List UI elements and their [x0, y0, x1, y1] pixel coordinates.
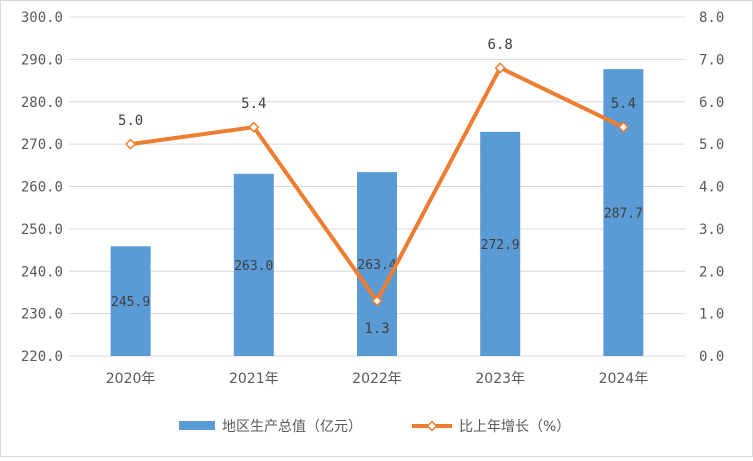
y-right-tick-label: 0.0 — [699, 349, 724, 365]
bar-data-label: 287.7 — [604, 207, 643, 222]
bar — [603, 69, 644, 356]
line-point — [494, 62, 506, 74]
y-left-tick-label: 260.0 — [21, 180, 63, 196]
line-point — [371, 295, 383, 307]
bar-data-label: 245.9 — [111, 295, 150, 310]
y-right-tick-label: 8.0 — [699, 10, 724, 26]
y-right-tick-label: 5.0 — [699, 137, 724, 153]
y-left-tick-label: 240.0 — [21, 264, 63, 280]
x-tick-label: 2022年 — [352, 371, 402, 387]
x-tick-label: 2024年 — [599, 371, 649, 387]
y-right-tick-label: 1.0 — [699, 307, 724, 323]
bar-data-label: 263.4 — [357, 258, 396, 273]
line-data-label: 1.3 — [364, 321, 389, 337]
line-data-label: 6.8 — [488, 37, 513, 53]
legend-bar-swatch — [179, 421, 215, 430]
line-point — [125, 138, 137, 150]
x-tick-label: 2023年 — [475, 371, 525, 387]
y-right-tick-label: 2.0 — [699, 264, 724, 280]
legend-line-label: 比上年增长（%） — [459, 419, 570, 435]
bar — [357, 172, 397, 356]
y-left-tick-label: 270.0 — [21, 137, 63, 153]
line-data-label: 5.4 — [241, 96, 266, 112]
y-left-tick-label: 250.0 — [21, 222, 63, 238]
y-left-tick-label: 280.0 — [21, 95, 63, 111]
y-right-tick-label: 3.0 — [699, 222, 724, 238]
bar — [480, 131, 521, 356]
legend-line-marker — [426, 420, 438, 432]
x-tick-label: 2020年 — [106, 371, 156, 387]
bar — [110, 246, 151, 356]
bar — [233, 173, 274, 356]
y-right-tick-label: 4.0 — [699, 180, 724, 196]
x-tick-label: 2021年 — [229, 371, 279, 387]
line-point — [248, 121, 260, 133]
line-data-label: 5.4 — [611, 96, 636, 112]
bar-data-label: 272.9 — [481, 238, 520, 253]
legend-bar-label: 地区生产总值（亿元） — [222, 419, 362, 435]
y-left-tick-label: 230.0 — [21, 307, 63, 323]
y-right-tick-label: 7.0 — [699, 52, 724, 68]
bar-data-label: 263.0 — [234, 259, 273, 274]
line-point — [617, 121, 629, 133]
y-right-tick-label: 6.0 — [699, 95, 724, 111]
y-left-tick-label: 300.0 — [21, 10, 63, 26]
line-data-label: 5.0 — [118, 113, 143, 129]
y-left-tick-label: 220.0 — [21, 349, 63, 365]
y-left-tick-label: 290.0 — [21, 52, 63, 68]
